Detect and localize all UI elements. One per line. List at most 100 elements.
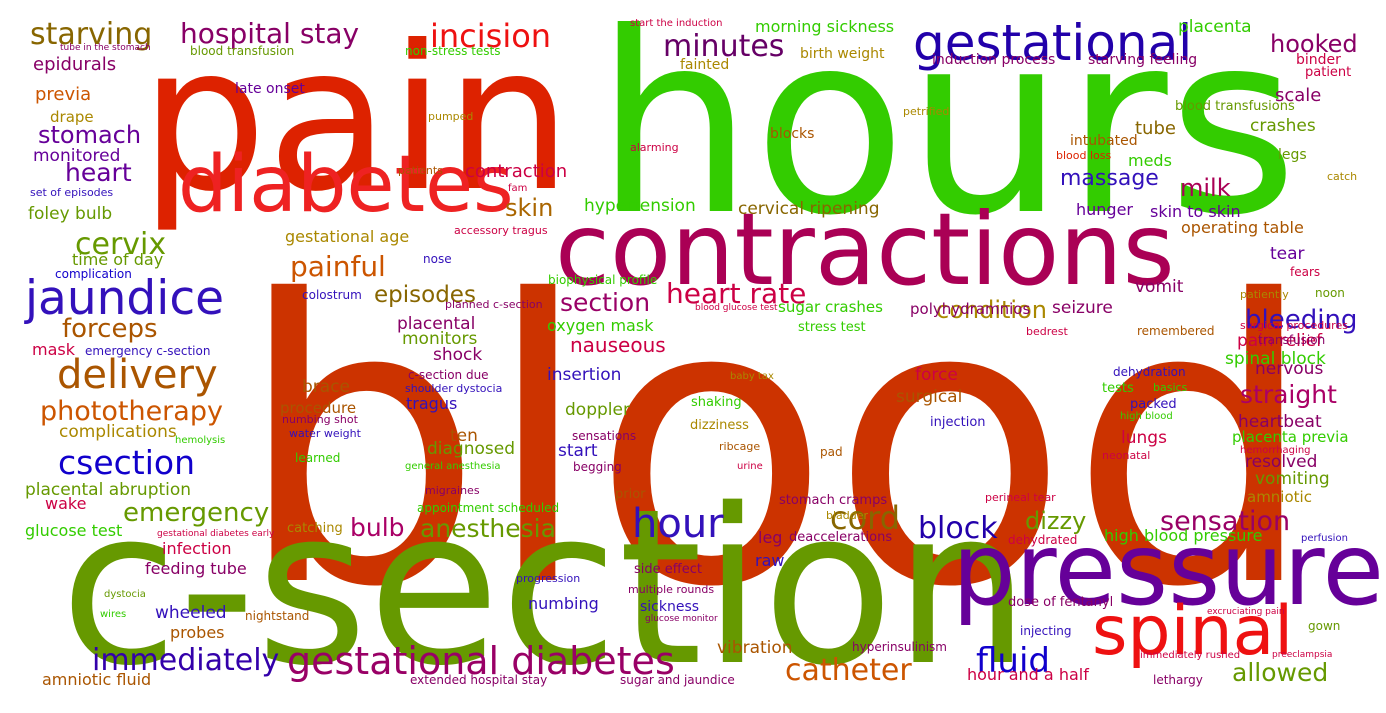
cloud-word: tube in the stomach <box>60 43 151 53</box>
cloud-word: water weight <box>289 427 361 440</box>
cloud-word: scale <box>1275 85 1322 106</box>
cloud-word: injection <box>930 415 986 430</box>
cloud-word: dehydrated <box>1008 533 1078 547</box>
cloud-word: complication <box>55 267 132 281</box>
cloud-word: numbing shot <box>282 413 358 426</box>
cloud-word: milk <box>1180 174 1231 202</box>
cloud-word: migraines <box>425 484 480 497</box>
cloud-word: preeclampsia <box>1272 650 1333 660</box>
cloud-word: binder <box>1296 52 1341 68</box>
cloud-word: tube <box>1135 118 1176 139</box>
cloud-word: sickness <box>640 599 700 615</box>
cloud-word: anesthesia <box>420 514 556 543</box>
cloud-word: stomach cramps <box>779 493 888 508</box>
cloud-word: gestational diabetes early <box>157 529 275 539</box>
cloud-word: tear <box>1270 244 1305 264</box>
cloud-word: c-section due <box>408 368 489 382</box>
cloud-word: hypertension <box>584 196 696 216</box>
cloud-word: petrified <box>903 105 950 118</box>
cloud-word: sensations <box>572 429 637 443</box>
cloud-word: hunger <box>1076 200 1133 219</box>
cloud-word: resolved <box>1245 452 1318 472</box>
cloud-word: hours <box>595 0 1298 270</box>
cloud-word: lungs <box>1121 428 1167 448</box>
cloud-word: hemorrhaging <box>1240 445 1311 456</box>
cloud-word: painful <box>290 250 386 283</box>
cloud-word: wires <box>100 609 127 620</box>
cloud-word: fluid <box>976 641 1050 681</box>
cloud-word: start <box>558 441 598 461</box>
cloud-word: neonatal <box>1102 449 1151 462</box>
cloud-word: jaundice <box>25 271 225 326</box>
cloud-word: blood glucose test <box>695 303 778 313</box>
cloud-word: late onset <box>235 81 305 97</box>
cloud-word: patiently <box>1240 288 1289 301</box>
cloud-word: tragus <box>406 394 458 413</box>
cloud-word: shaking <box>691 395 742 410</box>
cloud-word: bleeding <box>1245 305 1358 335</box>
cloud-word: nervous <box>1255 359 1324 379</box>
cloud-word: blood transfusions <box>1175 99 1295 114</box>
cloud-word: insertion <box>547 365 622 385</box>
cloud-word: force <box>915 365 958 385</box>
cloud-word: placental <box>397 314 476 334</box>
cloud-word: crashes <box>1250 116 1316 136</box>
cloud-word: skin <box>505 194 554 222</box>
cloud-word: perineal tear <box>985 491 1056 504</box>
cloud-word: numbing <box>528 594 599 613</box>
cloud-word: hooked <box>1270 30 1358 58</box>
cloud-word: catheter <box>785 653 912 688</box>
cloud-word: surgical <box>896 387 963 407</box>
cloud-word: induction process <box>932 52 1056 68</box>
cloud-word: basics <box>1153 381 1188 394</box>
cloud-word: sugar and jaundice <box>620 673 735 687</box>
cloud-word: stress test <box>798 320 866 335</box>
cloud-word: sensation <box>1160 506 1291 537</box>
cloud-word: time of day <box>72 250 164 269</box>
cloud-word: spinal block <box>1225 349 1326 369</box>
cloud-word: fears <box>1290 265 1321 279</box>
cloud-word: raw <box>755 551 785 570</box>
cloud-word: deaccelerations <box>789 530 893 545</box>
cloud-word: skin to skin <box>1150 202 1241 221</box>
cloud-word: shock <box>433 345 483 365</box>
cloud-word: starving <box>30 17 153 52</box>
cloud-word: hour and a half <box>967 665 1089 684</box>
cloud-word: spinal <box>1092 592 1294 671</box>
cloud-word: procedure <box>280 399 357 417</box>
cloud-word: hospital stay <box>180 17 360 50</box>
cloud-word: monitored <box>33 146 121 166</box>
cloud-word: pain relief <box>1237 331 1323 351</box>
cloud-word: cervix <box>75 227 167 262</box>
cloud-word: emergency <box>123 498 270 528</box>
cloud-word: hyperinsulinism <box>852 640 947 654</box>
cloud-word: massage <box>1060 166 1159 191</box>
cloud-word: packed <box>1130 397 1177 412</box>
cloud-word: gown <box>1308 619 1341 633</box>
cloud-word: baby tax <box>730 371 774 382</box>
cloud-word: noon <box>1315 286 1345 300</box>
cloud-word: diagnosed <box>427 439 516 459</box>
cloud-word: bedrest <box>1026 325 1068 338</box>
cloud-word: gestational <box>913 14 1193 72</box>
cloud-word: minutes <box>663 29 785 64</box>
cloud-word: csection <box>58 443 195 482</box>
cloud-word: glucose monitor <box>645 614 718 624</box>
cloud-word: diabetes <box>178 140 514 230</box>
cloud-word: bladder <box>826 509 869 522</box>
cloud-word: hour <box>632 501 724 547</box>
cloud-word: lethargy <box>1153 673 1203 687</box>
cloud-word: learned <box>295 451 341 465</box>
cloud-word: delivery <box>57 352 218 398</box>
cloud-word: seizure <box>1052 298 1113 318</box>
cloud-word: section <box>560 288 651 317</box>
cloud-word: injecting <box>1020 624 1072 638</box>
cloud-word: heart rate <box>666 277 807 310</box>
cloud-word: side effect <box>634 562 702 577</box>
cloud-word: polyhydramnios <box>910 300 1031 318</box>
cloud-word: stomach <box>38 121 142 149</box>
cloud-word: dehydration <box>1113 365 1186 379</box>
cloud-word: dystocia <box>104 589 146 600</box>
cloud-word: starving feeling <box>1088 52 1198 68</box>
